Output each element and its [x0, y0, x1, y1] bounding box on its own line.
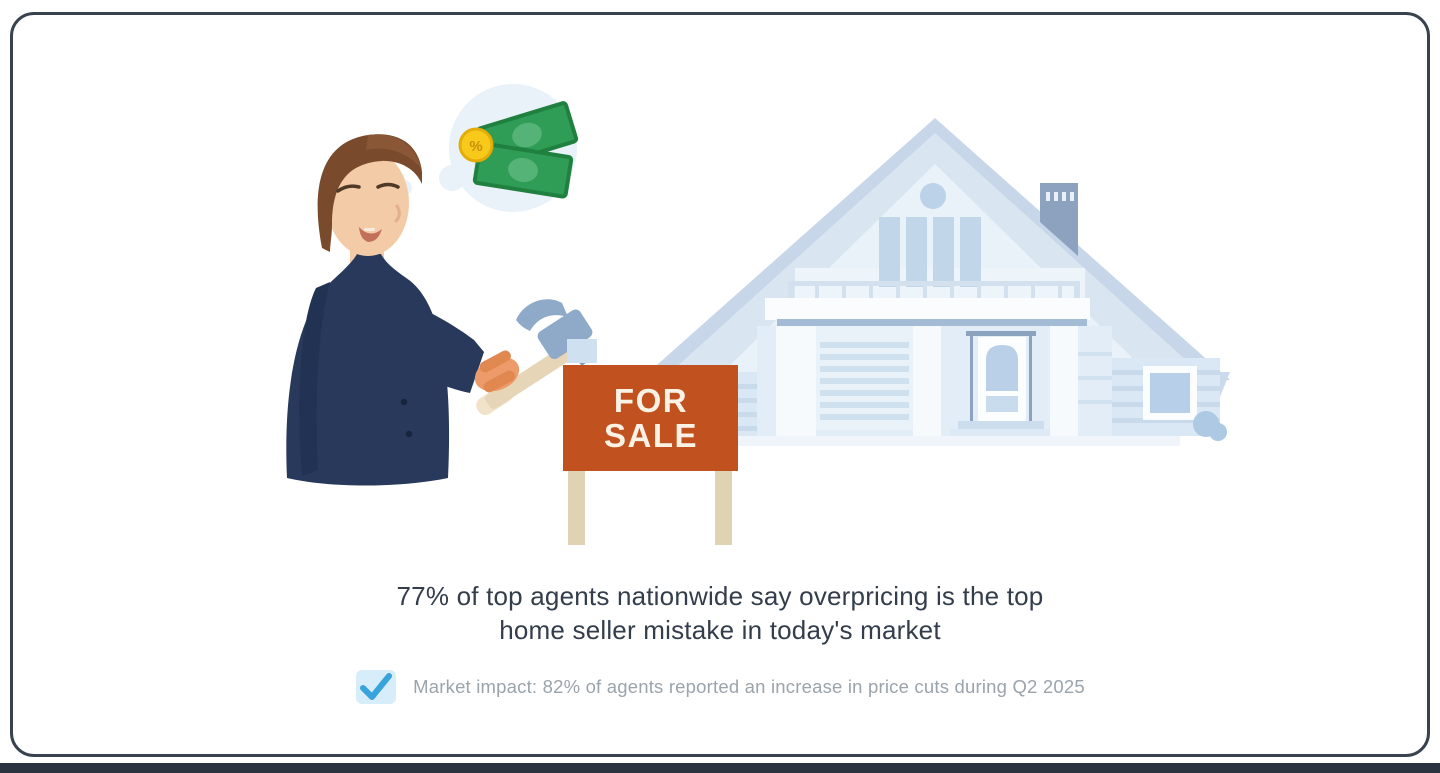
sign-line1: FOR	[614, 382, 688, 419]
garage-door	[816, 326, 913, 430]
for-sale-sign: FOR SALE	[563, 339, 738, 545]
arm	[398, 298, 484, 393]
coin-percent-symbol: %	[469, 138, 482, 155]
front-door	[950, 331, 1052, 439]
market-impact-note: Market impact: 82% of agents reported an…	[0, 668, 1440, 706]
sign-post-right	[715, 450, 732, 545]
market-impact-text: Market impact: 82% of agents reported an…	[413, 676, 1085, 697]
hero-illustration: %	[286, 84, 1230, 545]
hair	[317, 134, 422, 252]
right-wing	[1112, 358, 1227, 441]
balcony-railing	[788, 281, 1080, 303]
attic-window	[920, 183, 946, 209]
sign-post-left	[568, 450, 585, 545]
headline-line2: home seller mistake in today's market	[499, 615, 941, 645]
chimney	[1040, 183, 1078, 256]
bottom-edge-bar	[0, 763, 1440, 773]
face	[327, 150, 409, 256]
percent-coin-icon: %	[458, 127, 494, 163]
checkmark-icon	[356, 670, 397, 704]
mouth	[359, 227, 382, 242]
real-estate-agent-illustration	[286, 134, 484, 486]
hand	[474, 350, 520, 393]
hammer-icon	[476, 299, 594, 416]
sign-board	[563, 365, 738, 471]
upper-windows	[879, 217, 981, 287]
sign-line2: SALE	[604, 417, 698, 454]
headline: 77% of top agents nationwide say overpri…	[0, 579, 1440, 647]
money-bills-icon	[472, 101, 579, 199]
house-illustration	[640, 118, 1230, 446]
thought-bubble-icon: %	[396, 84, 579, 212]
side-window	[1150, 373, 1190, 413]
headline-line1: 77% of top agents nationwide say overpri…	[396, 581, 1044, 611]
